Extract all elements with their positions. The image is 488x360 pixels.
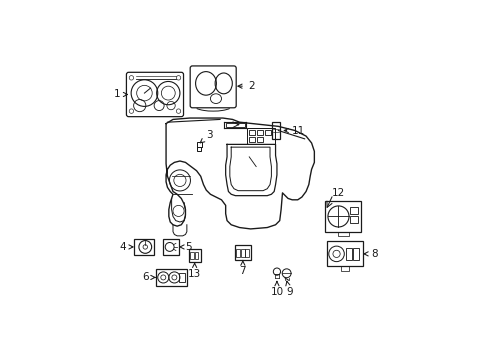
Bar xyxy=(156,269,187,286)
Bar xyxy=(197,147,201,151)
Bar xyxy=(163,239,179,255)
Bar xyxy=(240,249,244,257)
Text: 6: 6 xyxy=(142,273,155,283)
Bar xyxy=(134,239,153,255)
Bar xyxy=(340,266,348,271)
Text: 5: 5 xyxy=(179,242,192,252)
Bar xyxy=(244,249,249,257)
Bar xyxy=(352,248,359,260)
Text: 13: 13 xyxy=(187,263,201,279)
Bar xyxy=(179,273,185,282)
Bar xyxy=(271,122,280,139)
Bar xyxy=(225,123,244,127)
Bar xyxy=(257,137,263,142)
Bar xyxy=(248,130,254,135)
Bar xyxy=(195,252,198,258)
Bar xyxy=(325,201,361,232)
Bar xyxy=(234,245,251,260)
Bar xyxy=(265,130,271,135)
Text: 8: 8 xyxy=(363,249,377,259)
Text: 3: 3 xyxy=(200,130,212,143)
Text: 1: 1 xyxy=(114,90,127,99)
Text: 12: 12 xyxy=(331,188,345,198)
Bar xyxy=(349,207,357,214)
Bar xyxy=(337,232,348,237)
Text: 2: 2 xyxy=(238,81,254,91)
Bar xyxy=(257,130,263,135)
Bar xyxy=(236,249,240,257)
Bar xyxy=(349,216,357,223)
Text: 4: 4 xyxy=(119,242,133,252)
Text: 10: 10 xyxy=(270,281,283,297)
Text: 9: 9 xyxy=(285,281,292,297)
Bar xyxy=(190,252,194,258)
Text: 11: 11 xyxy=(284,126,305,135)
Bar xyxy=(188,249,200,262)
Bar xyxy=(248,137,254,142)
Bar xyxy=(247,128,274,144)
Text: 7: 7 xyxy=(239,261,245,276)
Bar xyxy=(326,242,362,266)
Bar xyxy=(196,142,202,147)
Bar xyxy=(345,248,351,260)
